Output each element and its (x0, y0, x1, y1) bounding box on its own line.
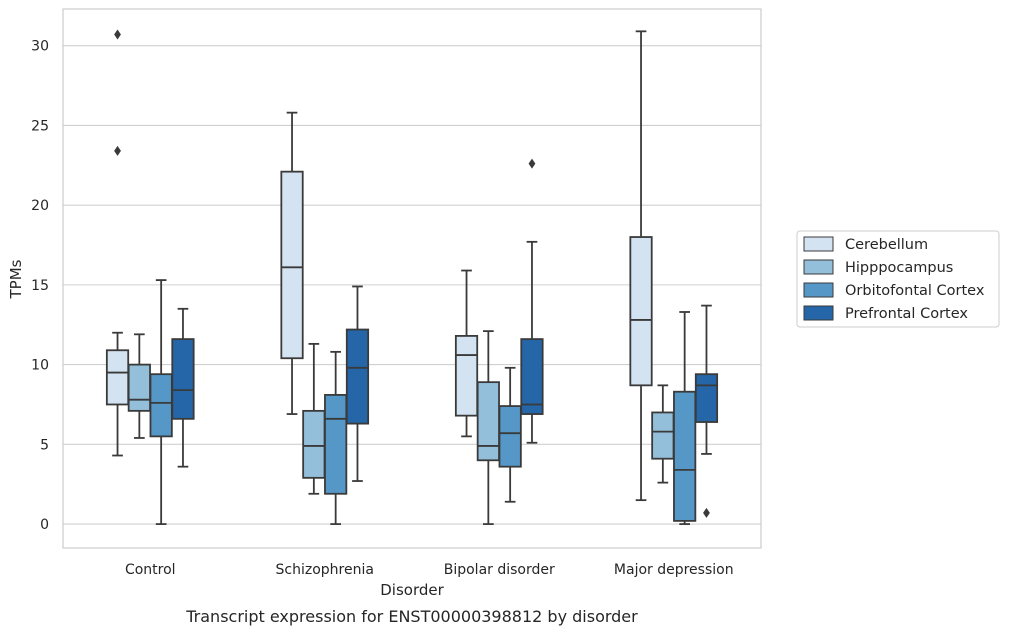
box-iqr (149, 373, 173, 438)
box-iqr (171, 338, 195, 420)
box-2-2 (498, 366, 522, 503)
box-0-3 (171, 307, 195, 468)
box-0-2 (149, 279, 173, 525)
legend-swatch-3 (803, 305, 834, 321)
box-3-1 (651, 384, 675, 484)
x-axis-label: Disorder (380, 581, 444, 599)
box-iqr (498, 405, 522, 468)
box-2-0 (454, 269, 479, 438)
box-iqr (476, 381, 500, 462)
y-tick-10: 10 (31, 358, 49, 374)
plot-area-frame (62, 8, 762, 549)
legend-label-0: Cerebellum (845, 237, 928, 253)
box-iqr (651, 411, 675, 460)
x-tick-2: Bipolar disorder (444, 562, 555, 578)
box-0-1 (127, 333, 151, 439)
box-iqr (454, 335, 479, 417)
legend-label-1: Hipppocampus (845, 260, 953, 276)
box-2-3 (520, 158, 544, 444)
box-iqr (629, 236, 653, 387)
outlier-point (114, 29, 121, 40)
y-tick-5: 5 (40, 437, 49, 453)
box-1-3 (345, 285, 370, 482)
y-axis-label: TPMs (7, 259, 25, 299)
legend-swatch-0 (803, 236, 834, 252)
box-2-1 (476, 330, 500, 525)
y-tick-labels: 0 5 10 15 20 25 30 (31, 39, 49, 533)
box-iqr (345, 328, 370, 425)
boxes (105, 29, 719, 525)
box-iqr (127, 363, 151, 412)
legend-frame (796, 230, 1000, 328)
box-1-1 (302, 342, 326, 495)
legend-swatch-2 (803, 282, 834, 298)
legend-label-2: Orbitofontal Cortex (845, 283, 985, 299)
outlier-point (703, 507, 710, 518)
y-tick-20: 20 (31, 198, 49, 214)
legend-swatch-1 (803, 259, 834, 275)
x-tick-0: Control (125, 562, 176, 578)
outlier-point (114, 145, 121, 156)
box-0-0 (105, 29, 130, 457)
legend: Cerebellum Hipppocampus Orbitofontal Corte… (796, 230, 1000, 328)
box-iqr (673, 390, 697, 522)
y-tick-0: 0 (40, 517, 49, 533)
box-iqr (694, 373, 719, 423)
x-tick-1: Schizophrenia (276, 562, 374, 578)
box-iqr (520, 338, 544, 415)
box-iqr (324, 394, 348, 495)
y-tick-30: 30 (31, 39, 49, 55)
chart-caption: Transcript expression for ENST0000039881… (185, 607, 638, 626)
box-iqr (280, 170, 304, 360)
box-iqr (302, 409, 326, 479)
box-3-2 (673, 311, 697, 525)
box-3-3 (694, 304, 719, 518)
x-tick-3: Major depression (614, 562, 734, 578)
y-tick-15: 15 (31, 278, 49, 294)
box-1-0 (280, 111, 304, 415)
x-tick-labels: Control Schizophrenia Bipolar disorder Majo… (125, 562, 734, 578)
box-1-2 (324, 350, 348, 525)
box-3-0 (629, 30, 653, 502)
legend-label-3: Prefrontal Cortex (845, 306, 968, 322)
y-tick-25: 25 (31, 118, 49, 134)
outlier-point (528, 158, 536, 169)
box-iqr (105, 349, 130, 406)
